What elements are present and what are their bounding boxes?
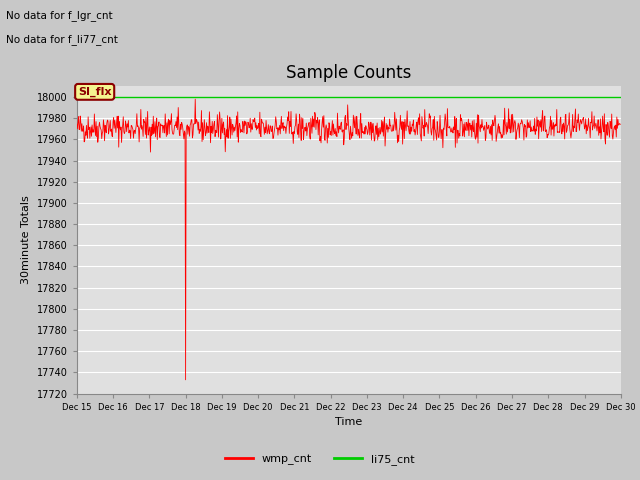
Title: Sample Counts: Sample Counts [286, 64, 412, 82]
Legend: wmp_cnt, li75_cnt: wmp_cnt, li75_cnt [221, 450, 419, 469]
Text: SI_flx: SI_flx [78, 87, 111, 97]
Text: No data for f_lgr_cnt: No data for f_lgr_cnt [6, 10, 113, 21]
Y-axis label: 30minute Totals: 30minute Totals [21, 196, 31, 284]
X-axis label: Time: Time [335, 417, 362, 427]
Text: No data for f_li77_cnt: No data for f_li77_cnt [6, 34, 118, 45]
